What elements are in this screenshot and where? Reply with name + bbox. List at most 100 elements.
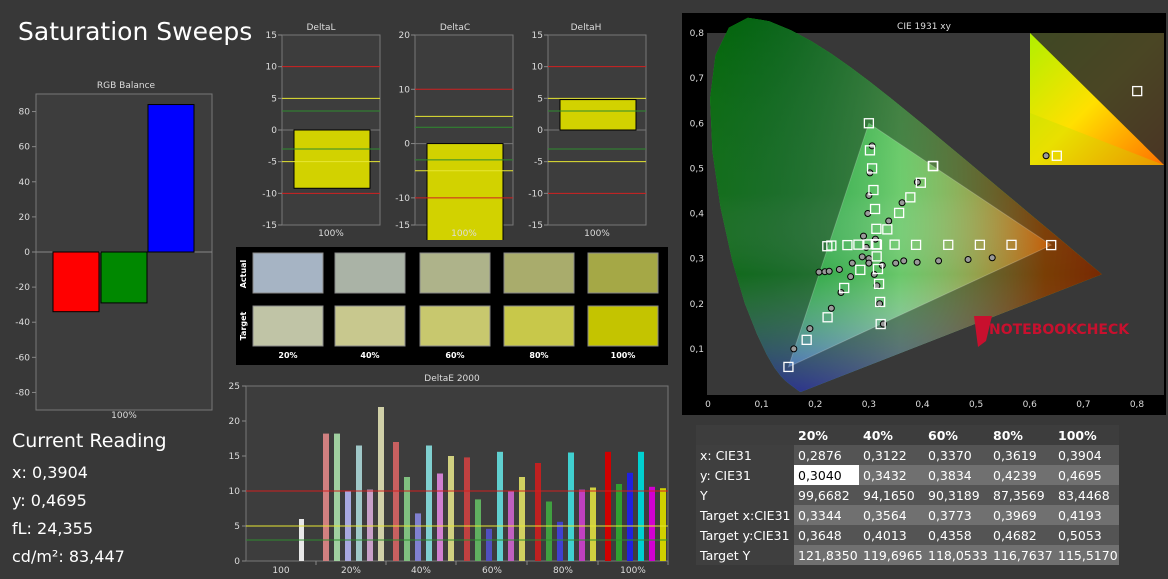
measured-point — [847, 273, 855, 281]
measured-point — [848, 259, 856, 267]
cie-chart: CIE 1931 xy 0 0,1 0,2 0,3 0,4 0,5 0,6 0,7 0,8 0,1… — [682, 13, 1166, 415]
table-header-cell: 40% — [859, 425, 924, 445]
target-point — [869, 203, 881, 215]
target-point — [882, 224, 893, 235]
measured-point — [900, 257, 908, 265]
srgb-gamut-triangle — [787, 122, 1053, 368]
target-point — [905, 192, 916, 203]
deltae-xlabel: 60% — [482, 566, 502, 576]
target-point — [864, 145, 876, 156]
measured-point — [790, 345, 798, 353]
target-point — [866, 163, 878, 174]
table-cell: 99,6682 — [794, 485, 859, 505]
table-row-label: Target y:CIE31 — [696, 525, 794, 545]
table-row: y: CIE31 0,3040 0,3432 0,3834 0,4239 0,4695 — [696, 465, 1119, 485]
deltac-xlabel: 100% — [451, 229, 477, 239]
measured-point — [858, 253, 866, 261]
deltah-chart: DeltaH 15 10 5 0 -5 -10 -15 100% — [528, 23, 647, 239]
deltae-bar — [426, 445, 432, 561]
swatch-label: 60% — [445, 351, 464, 360]
measured-point — [806, 325, 814, 333]
actual-swatch — [334, 252, 406, 294]
table-cell: 0,4239 — [989, 465, 1054, 485]
rgb-tick-label: 60 — [19, 143, 31, 153]
deltae-bar — [568, 452, 574, 561]
logo-text: NOTEBOOKCHECK — [989, 322, 1130, 338]
measured-point — [935, 257, 943, 265]
measured-point — [892, 259, 900, 267]
rgb-tick-label: 0 — [24, 248, 30, 258]
target-swatch — [334, 305, 406, 347]
deltae-tick-label: 25 — [229, 382, 240, 392]
deltae-tick-label: 5 — [234, 522, 240, 532]
table-cell: 0,3648 — [794, 525, 859, 545]
cie-ytick-label: 0,6 — [690, 119, 705, 129]
table-cell: 94,1650 — [859, 485, 924, 505]
deltae-bar — [590, 487, 596, 561]
deltae-xlabel: 40% — [411, 566, 431, 576]
table-header-cell: 80% — [989, 425, 1054, 445]
table-cell: 115,5170 — [1054, 545, 1119, 565]
target-point — [943, 239, 954, 251]
deltae-bar — [579, 489, 585, 561]
delta-tick-label: 15 — [266, 31, 277, 41]
reading-y: y: 0,4695 — [12, 491, 87, 510]
cie-xtick-label: 0,1 — [754, 400, 768, 410]
delta-tick-label: 15 — [532, 31, 543, 41]
rgb-tick-label: -20 — [15, 283, 30, 293]
table-header-cell: 20% — [794, 425, 859, 445]
deltae-bar — [605, 451, 611, 561]
swatch-label: 40% — [360, 351, 379, 360]
cie-xtick-label: 0,6 — [1023, 400, 1038, 410]
table-cell: 119,6965 — [859, 545, 924, 565]
table-cell: 0,3122 — [859, 445, 924, 465]
cie-xtick-label: 0 — [705, 400, 711, 410]
actual-swatch — [503, 252, 575, 294]
current-reading-heading: Current Reading — [12, 430, 167, 452]
delta-tick-label: 10 — [532, 63, 544, 73]
measured-point — [825, 267, 833, 275]
deltae-tick-label: 20 — [229, 417, 241, 427]
target-point — [863, 118, 875, 129]
cie-ytick-label: 0,7 — [690, 74, 704, 84]
target-point — [889, 239, 900, 250]
deltae-bar — [649, 486, 655, 561]
actual-swatch — [587, 252, 659, 294]
delta-bar — [293, 129, 371, 189]
target-point — [1006, 239, 1017, 251]
table-cell: 83,4468 — [1054, 485, 1119, 505]
target-point — [822, 312, 833, 323]
table-cell: 0,3619 — [989, 445, 1054, 465]
measured-point — [860, 232, 868, 240]
deltae-title: DeltaE 2000 — [424, 374, 480, 384]
cie-ytick-label: 0,8 — [690, 29, 705, 39]
table-cell: 0,3344 — [794, 505, 859, 525]
cie-ytick-label: 0,3 — [690, 255, 704, 265]
target-point — [874, 296, 886, 308]
table-row-label: Target x:CIE31 — [696, 505, 794, 525]
deltae-bar — [660, 488, 666, 561]
deltae-bar — [415, 513, 421, 561]
table-cell: 0,4193 — [1054, 505, 1119, 525]
delta-tick-label: 10 — [399, 85, 411, 95]
actual-swatch — [419, 252, 491, 294]
table-header-cell: 60% — [924, 425, 989, 445]
page-title: Saturation Sweeps — [18, 17, 253, 46]
deltae-xlabel: 20% — [341, 566, 361, 576]
delta-tick-label: -5 — [268, 158, 277, 168]
color-swatches: Actual Target 20% 40% 60% 80% 100% — [236, 247, 668, 365]
table-cell: 0,3564 — [859, 505, 924, 525]
target-swatch — [503, 305, 575, 347]
deltae-bar — [323, 433, 329, 561]
delta-tick-label: -15 — [395, 221, 410, 231]
target-point — [1046, 239, 1057, 251]
delta-tick-label: 0 — [537, 126, 543, 136]
table-cell[interactable]: 0,3040 — [794, 465, 859, 485]
rgb-balance-title: RGB Balance — [97, 81, 156, 91]
deltal-chart: DeltaL 15 10 5 0 -5 -10 -15 100% — [262, 23, 381, 239]
deltae-bar — [404, 477, 410, 561]
deltae-bar — [557, 521, 563, 561]
delta-tick-label: -10 — [528, 189, 543, 199]
cie-ytick-label: 0,1 — [690, 345, 704, 355]
cie-xtick-label: 0,3 — [862, 400, 876, 410]
